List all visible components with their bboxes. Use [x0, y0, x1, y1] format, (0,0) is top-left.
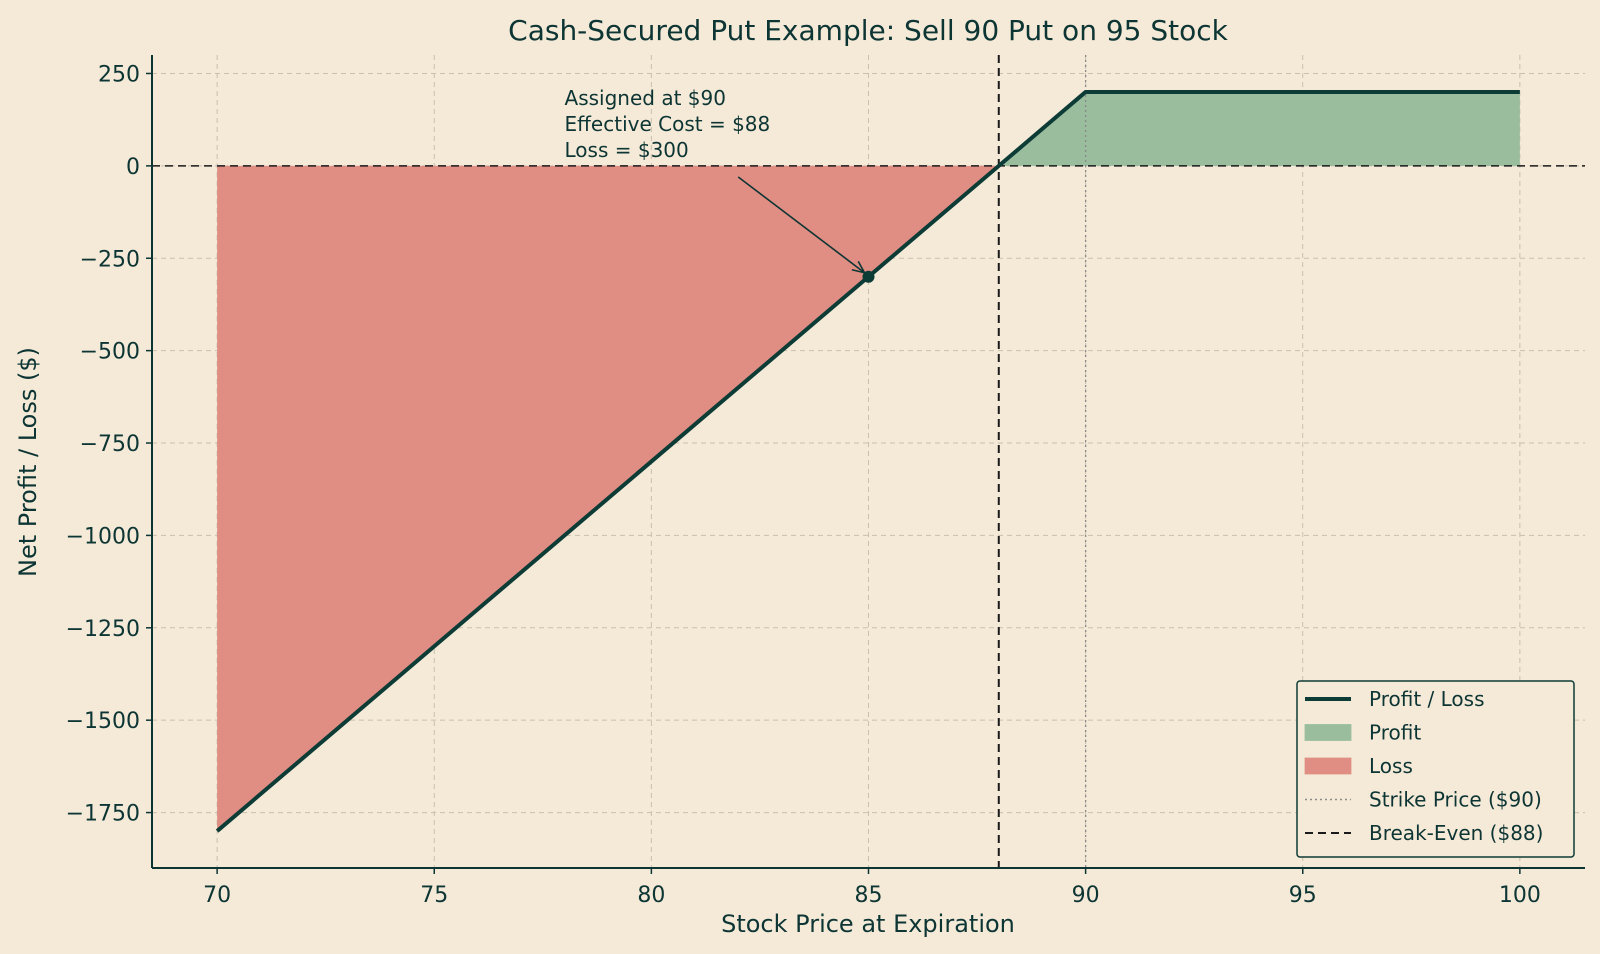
- profit-loss-line: [215, 89, 1520, 833]
- x-tick-label: 80: [637, 883, 665, 908]
- legend-label: Break-Even ($88): [1369, 821, 1543, 845]
- annotation-arrowhead: [851, 260, 867, 274]
- x-tick-label: 95: [1289, 883, 1317, 908]
- y-tick-label: −500: [80, 340, 140, 365]
- annotation-text-line: Assigned at $90: [565, 86, 726, 110]
- reference-lines: [152, 55, 1585, 868]
- legend-swatch-loss: [1304, 757, 1352, 775]
- y-tick-label: −1000: [66, 524, 140, 549]
- legend-label: Loss: [1369, 754, 1413, 778]
- x-tick-label: 85: [855, 883, 883, 908]
- x-axis-title: Stock Price at Expiration: [721, 910, 1015, 938]
- x-tick-label: 75: [420, 883, 448, 908]
- annotation-text-line: Loss = $300: [565, 138, 689, 162]
- chart-title: Cash-Secured Put Example: Sell 90 Put on…: [508, 14, 1229, 47]
- y-tick-label: −1250: [66, 617, 140, 642]
- legend: Profit / Loss Profit Loss Strike Price ($90…: [1296, 680, 1575, 858]
- legend-swatch-profit: [1304, 724, 1352, 741]
- legend-label: Profit: [1369, 721, 1421, 745]
- legend-box: [1296, 680, 1575, 858]
- profit-area: [998, 91, 1520, 166]
- annotation-text-line: Effective Cost = $88: [565, 112, 771, 136]
- x-tick-label: 90: [1072, 883, 1100, 908]
- y-tick-label: 250: [98, 62, 140, 87]
- y-tick-label: 0: [126, 155, 140, 180]
- y-tick-label: −1500: [66, 709, 140, 734]
- axes: 70 75 80 85 90 95 100 250 0 −250 −500 −750 −1000 −125…: [66, 55, 1585, 908]
- y-tick-label: −250: [80, 247, 140, 272]
- legend-label: Profit / Loss: [1369, 687, 1485, 711]
- y-axis-title: Net Profit / Loss ($): [14, 347, 42, 577]
- annotation-arrow: [737, 176, 865, 274]
- x-tick-label: 100: [1499, 883, 1541, 908]
- y-tick-label: −750: [80, 432, 140, 457]
- legend-label: Strike Price ($90): [1369, 788, 1542, 812]
- x-tick-label: 70: [203, 883, 231, 908]
- y-tick-label: −1750: [66, 802, 140, 827]
